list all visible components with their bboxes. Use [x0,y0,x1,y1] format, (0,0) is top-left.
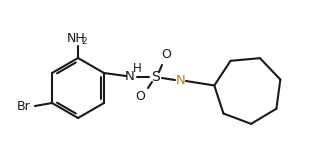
Text: N: N [125,70,135,83]
Text: N: N [176,75,186,88]
Text: S: S [152,70,160,84]
Text: O: O [135,91,145,103]
Text: Br: Br [17,100,31,113]
Text: 2: 2 [81,36,87,46]
Text: O: O [161,49,171,61]
Text: H: H [133,61,141,75]
Text: NH: NH [67,33,85,46]
